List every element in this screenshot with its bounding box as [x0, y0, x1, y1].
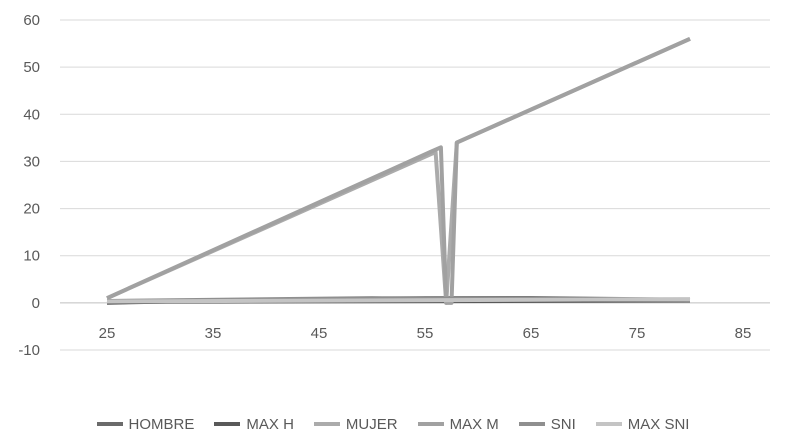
legend-item: HOMBRE — [96, 415, 195, 433]
legend-label: MAX SNI — [627, 415, 690, 433]
legend-swatch — [313, 422, 340, 426]
legend-swatch — [214, 422, 241, 426]
x-tick-label: 55 — [417, 325, 434, 342]
line-chart: -10 0 10 20 30 40 50 60 25 35 45 55 65 75 85 — [18, 12, 770, 359]
legend-swatch — [518, 422, 545, 426]
x-tick-label: 35 — [205, 325, 222, 342]
y-tick-label: 20 — [23, 201, 40, 218]
y-axis-tick-labels: -10 0 10 20 30 40 50 60 — [18, 12, 40, 359]
legend-item: MAX SNI — [595, 415, 690, 433]
legend-label: SNI — [550, 415, 576, 433]
legend-label: MAX H — [246, 415, 294, 433]
legend-item: SNI — [518, 415, 576, 433]
series-line-max-sni — [106, 297, 691, 304]
legend-label: MAX M — [449, 415, 499, 433]
chart-legend: HOMBRE MAX H MUJER MAX M SNI MAX SNI — [0, 412, 786, 436]
series-lines — [106, 37, 691, 305]
x-tick-label: 25 — [99, 325, 116, 342]
y-tick-label: 0 — [32, 295, 40, 312]
x-axis-tick-labels: 25 35 45 55 65 75 85 — [99, 325, 752, 342]
legend-swatch — [417, 422, 444, 426]
x-tick-label: 85 — [735, 325, 752, 342]
legend-item: MAX M — [417, 415, 499, 433]
legend-item: MUJER — [313, 415, 398, 433]
y-tick-label: 30 — [23, 153, 40, 170]
y-tick-label: 60 — [23, 12, 40, 29]
series-line-max-m — [106, 37, 691, 305]
y-tick-label: 40 — [23, 106, 40, 123]
x-tick-label: 65 — [523, 325, 540, 342]
legend-item: MAX H — [214, 416, 294, 433]
y-tick-label: 50 — [23, 59, 40, 76]
legend-swatch — [595, 422, 622, 426]
y-tick-label: 10 — [23, 248, 40, 265]
x-tick-label: 45 — [311, 325, 328, 342]
legend-label: HOMBRE — [128, 415, 195, 433]
legend-swatch — [96, 422, 123, 426]
x-tick-label: 75 — [629, 325, 646, 342]
legend-label: MUJER — [345, 415, 398, 433]
y-tick-label: -10 — [18, 342, 40, 359]
